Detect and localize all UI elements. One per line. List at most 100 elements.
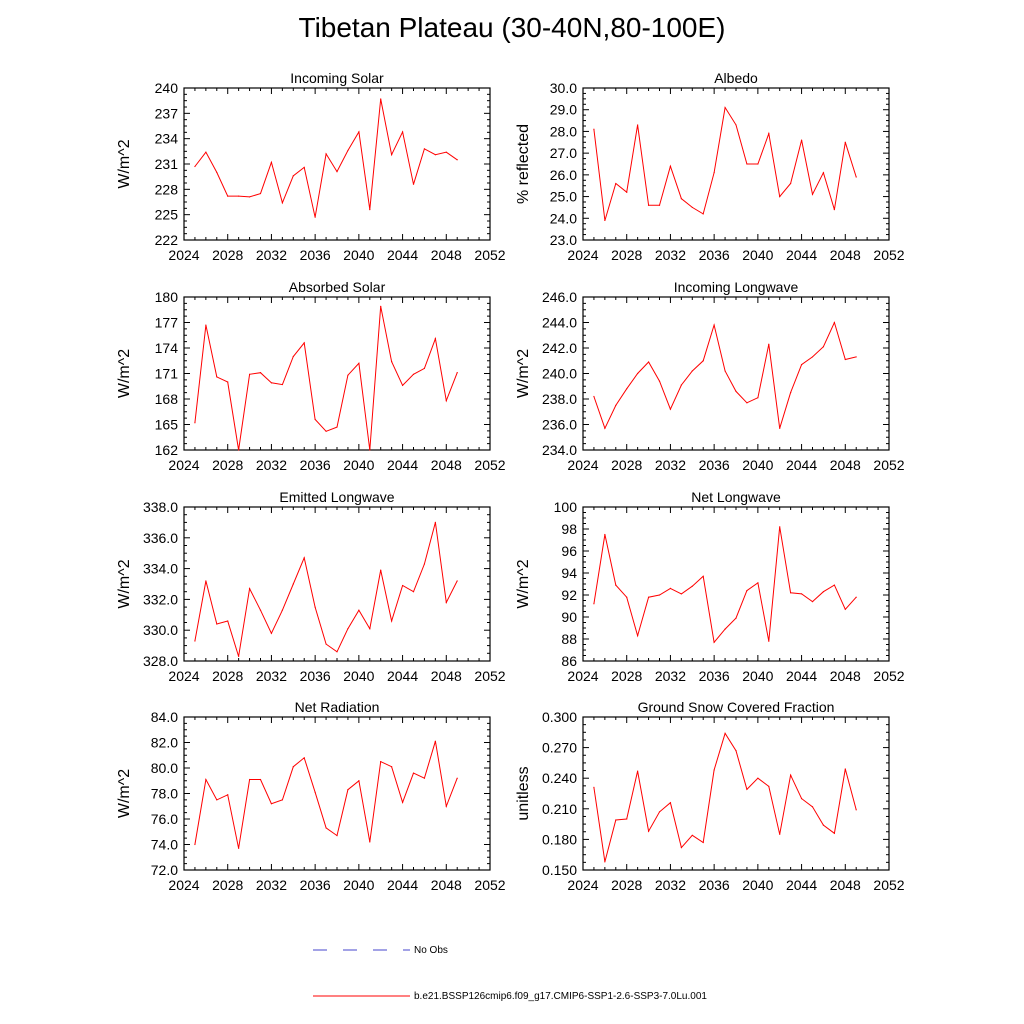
data-point xyxy=(593,395,595,398)
data-point xyxy=(626,388,628,390)
series-line xyxy=(194,98,458,218)
x-tick-label: 2032 xyxy=(655,247,686,263)
data-point xyxy=(680,384,682,386)
x-tick-label: 2036 xyxy=(300,668,331,684)
data-point xyxy=(325,430,327,432)
data-point xyxy=(844,768,846,770)
data-point xyxy=(358,131,360,133)
y-tick-label: 0.300 xyxy=(542,709,577,725)
panel-title: Incoming Solar xyxy=(290,70,384,86)
y-tick-label: 231 xyxy=(155,156,179,172)
data-point xyxy=(658,380,661,382)
series-line xyxy=(593,106,857,221)
data-point xyxy=(227,381,229,383)
data-point xyxy=(445,151,447,153)
y-axis-label: W/m^2 xyxy=(116,559,133,608)
data-point xyxy=(205,580,207,582)
data-point xyxy=(401,584,404,587)
data-point xyxy=(423,777,426,779)
data-point xyxy=(227,620,229,622)
data-point xyxy=(434,740,436,742)
data-point xyxy=(658,594,661,596)
data-point xyxy=(336,834,338,837)
x-tick-label: 2036 xyxy=(699,877,730,893)
data-point xyxy=(238,449,240,451)
data-point xyxy=(248,778,251,781)
data-point xyxy=(680,593,682,595)
data-point xyxy=(270,632,273,634)
x-tick-label: 2032 xyxy=(256,457,287,473)
series-line xyxy=(593,526,857,644)
data-point xyxy=(658,204,661,206)
data-point xyxy=(434,154,436,156)
data-point xyxy=(800,798,803,800)
data-point xyxy=(833,584,835,586)
y-axis-label: unitless xyxy=(515,766,532,820)
data-point xyxy=(757,582,759,584)
data-point xyxy=(604,861,606,863)
data-point xyxy=(369,628,371,630)
x-tick-label: 2052 xyxy=(474,457,505,473)
data-point xyxy=(768,343,770,345)
data-point xyxy=(423,563,426,565)
data-point xyxy=(647,830,650,832)
series-line xyxy=(593,321,857,430)
data-point xyxy=(800,593,803,595)
data-point xyxy=(347,789,349,791)
data-point xyxy=(833,832,835,834)
x-tick-label: 2032 xyxy=(655,457,686,473)
x-tick-label: 2032 xyxy=(256,668,287,684)
data-point xyxy=(314,418,316,420)
data-point xyxy=(800,139,803,141)
data-point xyxy=(724,370,726,372)
data-point xyxy=(604,533,606,536)
y-axis-label: W/m^2 xyxy=(116,349,133,398)
x-tick-label: 2032 xyxy=(655,668,686,684)
panel-title: Ground Snow Covered Fraction xyxy=(638,699,835,715)
y-tick-label: 80.0 xyxy=(151,760,178,776)
x-tick-label: 2024 xyxy=(567,457,598,473)
data-point xyxy=(281,383,283,386)
data-point xyxy=(303,166,305,168)
data-point xyxy=(647,361,650,363)
x-tick-label: 2036 xyxy=(699,457,730,473)
chart-panel-4: 2024 2028 2032 2036 2040 2044 2048 2052 234.0 236… xyxy=(515,279,905,473)
y-tick-label: 0.210 xyxy=(542,801,577,817)
data-point xyxy=(194,843,196,846)
legend: No Obs b.e21.BSSP126cmip6.f09_g17.CMIP6-S… xyxy=(313,945,707,1002)
y-tick-label: 238.0 xyxy=(542,391,577,407)
data-point xyxy=(669,408,672,410)
y-tick-label: 244.0 xyxy=(542,315,577,331)
data-point xyxy=(615,584,617,586)
data-point xyxy=(790,592,792,594)
data-point xyxy=(790,392,792,394)
data-point xyxy=(724,106,726,109)
x-tick-label: 2040 xyxy=(742,668,773,684)
y-axis-label: % reflected xyxy=(515,124,532,204)
data-point xyxy=(844,608,846,610)
data-point xyxy=(637,770,639,772)
y-tick-label: 0.270 xyxy=(542,740,577,756)
y-tick-label: 234 xyxy=(155,131,179,147)
y-tick-label: 240 xyxy=(155,80,179,96)
y-tick-label: 171 xyxy=(155,366,179,382)
series-line xyxy=(194,306,458,451)
x-tick-label: 2044 xyxy=(387,457,418,473)
data-point xyxy=(445,805,447,807)
y-tick-label: 246.0 xyxy=(542,289,577,305)
data-point xyxy=(735,390,737,392)
x-tick-label: 2032 xyxy=(256,247,287,263)
y-tick-label: 0.240 xyxy=(542,770,577,786)
data-point xyxy=(833,321,835,324)
y-tick-label: 96 xyxy=(561,543,577,559)
data-point xyxy=(380,761,382,763)
data-point xyxy=(336,171,338,173)
x-tick-label: 2048 xyxy=(431,877,462,893)
data-point xyxy=(238,195,240,197)
x-tick-label: 2048 xyxy=(431,457,462,473)
data-point xyxy=(822,824,825,826)
chart-panel-2: 2024 2028 2032 2036 2040 2044 2048 2052 23.0 24.0… xyxy=(515,70,905,263)
data-point xyxy=(205,324,207,326)
data-point xyxy=(391,766,393,768)
y-tick-label: 222 xyxy=(155,232,179,248)
